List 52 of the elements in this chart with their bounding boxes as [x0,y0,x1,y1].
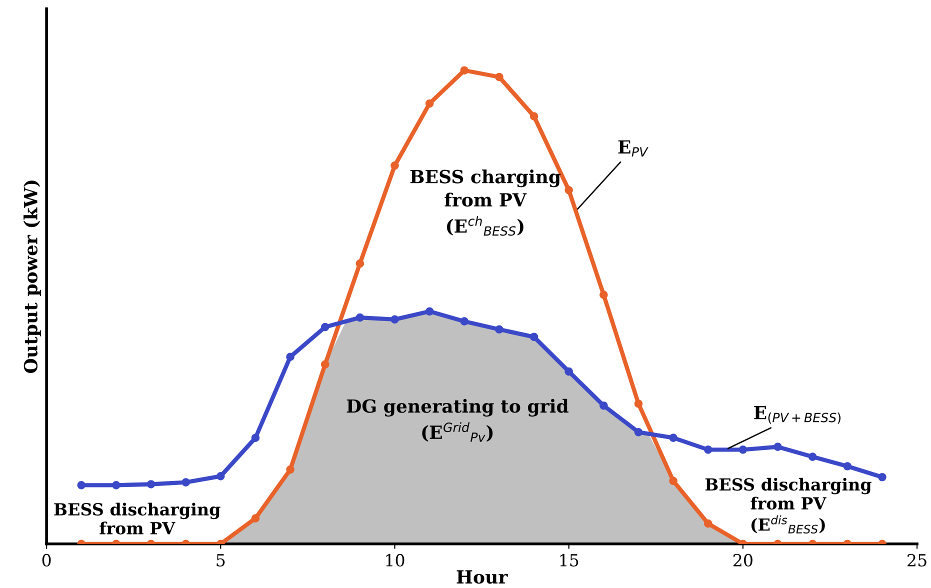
point [564,367,574,376]
point [634,400,643,408]
point [669,434,678,442]
point [146,480,156,488]
point [251,514,260,522]
point [251,434,260,442]
point [286,465,294,474]
point [774,442,782,451]
point [182,478,190,487]
x-tick-label: 15 [560,554,578,567]
point [77,481,86,490]
annotation: BESS discharging from PV (E$^{dis}$$_{BESS}$) [705,478,872,534]
point [425,99,434,108]
y-axis-title: Output power (kW) [24,180,41,374]
point [738,446,748,454]
point [460,66,469,75]
annotation: E$_{PV}$ [618,140,648,156]
point [808,452,817,461]
point [216,472,225,480]
point [286,352,294,362]
annotation: E$_{(PV+BESS)}$ [754,406,840,424]
point [843,462,852,470]
point [599,401,608,410]
point [564,186,574,194]
point [704,446,712,454]
point [704,519,712,528]
x-tick-label: 20 [733,554,752,567]
point [320,360,330,369]
point [495,72,504,82]
x-tick-label: 5 [216,554,225,567]
point [530,112,538,120]
point [878,472,886,482]
point [356,313,364,322]
point [320,322,330,332]
x-tick-label: 25 [908,554,926,567]
point [390,161,399,170]
x-axis-title: Hour [456,570,508,584]
point [495,325,504,334]
point [669,476,678,486]
x-tick-label: 10 [386,554,404,567]
point [460,317,469,326]
point [530,332,538,342]
annotation: DG generating to grid (E$^{Grid}$$_{Pv}$) [346,398,568,442]
annotation: BESS discharging from PV [54,502,220,535]
point [634,428,643,436]
point [390,315,399,324]
point [112,481,120,490]
x-tick-label: 0 [42,554,51,567]
point [599,290,608,299]
annotation: BESS charging from PV (E$^{ch}$$_{BESS}$) [410,169,561,236]
point [425,307,434,316]
point [356,259,364,268]
